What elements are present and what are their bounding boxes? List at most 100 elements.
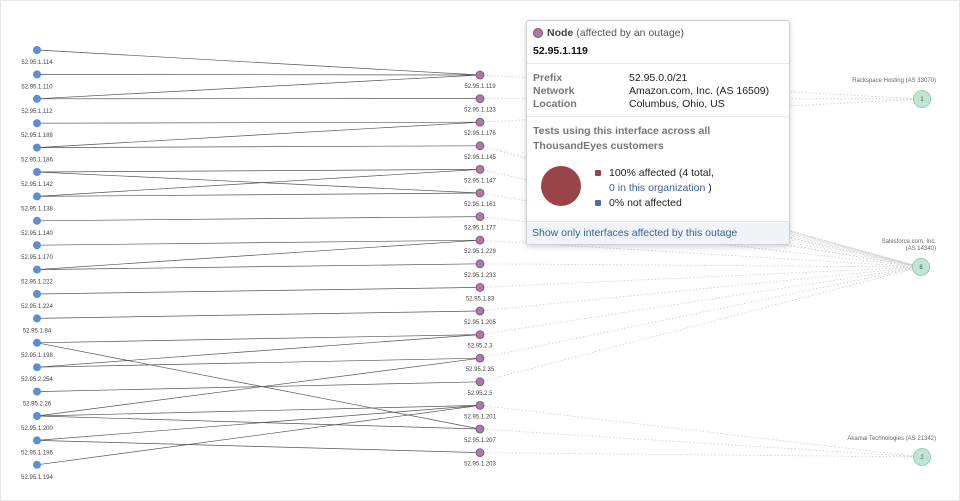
dotted-link xyxy=(479,266,922,359)
dotted-link xyxy=(479,263,922,268)
path-link xyxy=(36,357,481,368)
affected-interface-node[interactable] xyxy=(475,377,485,387)
affected-interface-node[interactable] xyxy=(475,164,485,174)
interface-label: 52.95.1.142 xyxy=(21,182,53,188)
interface-label: 52.95.1.203 xyxy=(464,462,496,468)
interface-label: 52.95.2.35 xyxy=(466,367,495,373)
path-link xyxy=(36,405,481,441)
interface-node[interactable] xyxy=(33,290,41,298)
dotted-link xyxy=(479,452,923,458)
affected-interface-node[interactable] xyxy=(475,70,485,80)
interface-node[interactable] xyxy=(33,314,41,323)
affected-interface-node[interactable] xyxy=(475,259,485,269)
interface-label: 52.95.1.140 xyxy=(21,231,53,237)
affected-interface-node[interactable] xyxy=(475,141,485,151)
affected-interface-node[interactable] xyxy=(475,448,485,458)
path-link xyxy=(36,239,481,270)
interface-node[interactable] xyxy=(33,265,41,274)
affected-interface-node[interactable] xyxy=(475,306,485,316)
interface-node[interactable] xyxy=(33,436,41,445)
destination-node[interactable] xyxy=(913,90,931,108)
interface-label: 52.95.1.229 xyxy=(464,249,496,255)
interface-node[interactable] xyxy=(33,412,41,420)
affected-swatch-icon xyxy=(595,170,601,176)
tests-breakdown: 100% affected (4 total, 0 in this organi… xyxy=(527,158,789,221)
interface-label: 52.95.1.176 xyxy=(464,131,496,137)
affected-interface-node[interactable] xyxy=(475,353,485,363)
affected-interface-node[interactable] xyxy=(475,424,485,434)
path-link xyxy=(36,169,481,173)
interface-label: 52.95.1.112 xyxy=(21,109,53,115)
path-link xyxy=(36,405,481,417)
interface-node[interactable] xyxy=(33,363,41,372)
interface-node[interactable] xyxy=(33,168,41,176)
show-affected-interfaces-link[interactable]: Show only interfaces affected by this ou… xyxy=(527,221,789,244)
interface-label: 52.95.1.161 xyxy=(464,202,496,208)
interface-node[interactable] xyxy=(33,192,41,201)
interface-label: 52.95.1.233 xyxy=(464,273,496,279)
path-link xyxy=(36,74,481,100)
not-affected-swatch-icon xyxy=(595,200,601,206)
affected-pie-chart xyxy=(541,166,581,206)
interface-label: 52.95.2.5 xyxy=(467,391,493,397)
affected-interface-node[interactable] xyxy=(475,282,485,292)
location-label: Location xyxy=(533,98,577,110)
affected-interface-node[interactable] xyxy=(475,330,485,340)
destination-node[interactable] xyxy=(912,258,930,276)
interface-node[interactable] xyxy=(33,338,41,347)
legend-affected: 100% affected (4 total, 0 in this organi… xyxy=(595,166,714,196)
interface-node[interactable] xyxy=(33,216,41,225)
left-nodes: 52.95.1.114 52.95.1.110 52.95.1.112 52.95.1… xyxy=(21,46,54,481)
interface-label: 52.95.1.119 xyxy=(464,84,496,90)
interface-label: 52.95.1.145 xyxy=(464,155,496,161)
affected-interface-node[interactable] xyxy=(475,235,485,245)
prefix-label: Prefix xyxy=(533,72,563,84)
interface-node[interactable] xyxy=(33,143,41,152)
interface-label: 52.95.1.138 xyxy=(21,206,53,212)
interface-node[interactable] xyxy=(33,94,41,103)
path-link xyxy=(36,121,481,124)
interface-node[interactable] xyxy=(33,119,41,128)
path-link xyxy=(36,342,481,430)
dotted-link xyxy=(479,266,922,288)
interface-label: 52.95.1.196 xyxy=(21,450,53,456)
destination-count: 2 xyxy=(920,455,924,461)
destination-node[interactable] xyxy=(913,448,931,466)
destination-label: Rackspace Hosting (AS 33070) xyxy=(852,78,936,84)
affected-interface-node[interactable] xyxy=(475,188,485,198)
dotted-link xyxy=(479,266,922,312)
interface-label: 52.95.1.222 xyxy=(21,280,53,286)
path-link xyxy=(36,216,481,222)
interface-label: 52.95.1.170 xyxy=(21,255,53,261)
destination-label: Salesforce.com, Inc. xyxy=(882,239,937,245)
path-link xyxy=(36,310,481,319)
interface-node[interactable] xyxy=(33,460,41,469)
interface-label: 52.95.1.200 xyxy=(21,426,53,432)
interface-node[interactable] xyxy=(33,387,41,396)
interface-label: 52.95.1.205 xyxy=(464,320,496,326)
destination-label: Akamai Technologies (AS 21342) xyxy=(847,436,936,442)
interface-label: 52.95.1.147 xyxy=(464,178,496,184)
dotted-link xyxy=(479,266,922,383)
interface-label: 52.95.2.3 xyxy=(467,344,493,350)
path-link xyxy=(36,192,481,197)
interface-node[interactable] xyxy=(33,46,41,54)
interface-label: 52.95.2.254 xyxy=(21,377,53,383)
tests-heading: Tests using this interface across all Th… xyxy=(533,125,711,152)
network-label: Network xyxy=(533,85,575,97)
org-tests-link[interactable]: 0 in this organization xyxy=(609,182,706,194)
interface-label: 52.95.1.207 xyxy=(464,438,496,444)
dotted-link xyxy=(479,266,922,335)
affected-interface-node[interactable] xyxy=(475,400,485,410)
affected-interface-node[interactable] xyxy=(475,94,485,103)
tooltip-title-bold: Node xyxy=(547,27,574,39)
destination-label-as: (AS 14340) xyxy=(906,246,936,252)
interface-node[interactable] xyxy=(33,70,41,79)
interface-node[interactable] xyxy=(33,241,41,250)
node-tooltip: Node (affected by an outage) 52.95.1.119… xyxy=(526,20,790,245)
interface-label: 52.95.1.186 xyxy=(21,158,53,164)
affected-interface-node[interactable] xyxy=(475,117,485,127)
affected-interface-node[interactable] xyxy=(475,212,485,222)
path-link xyxy=(36,171,481,194)
legend-not-affected: 0% not affected xyxy=(595,196,714,211)
